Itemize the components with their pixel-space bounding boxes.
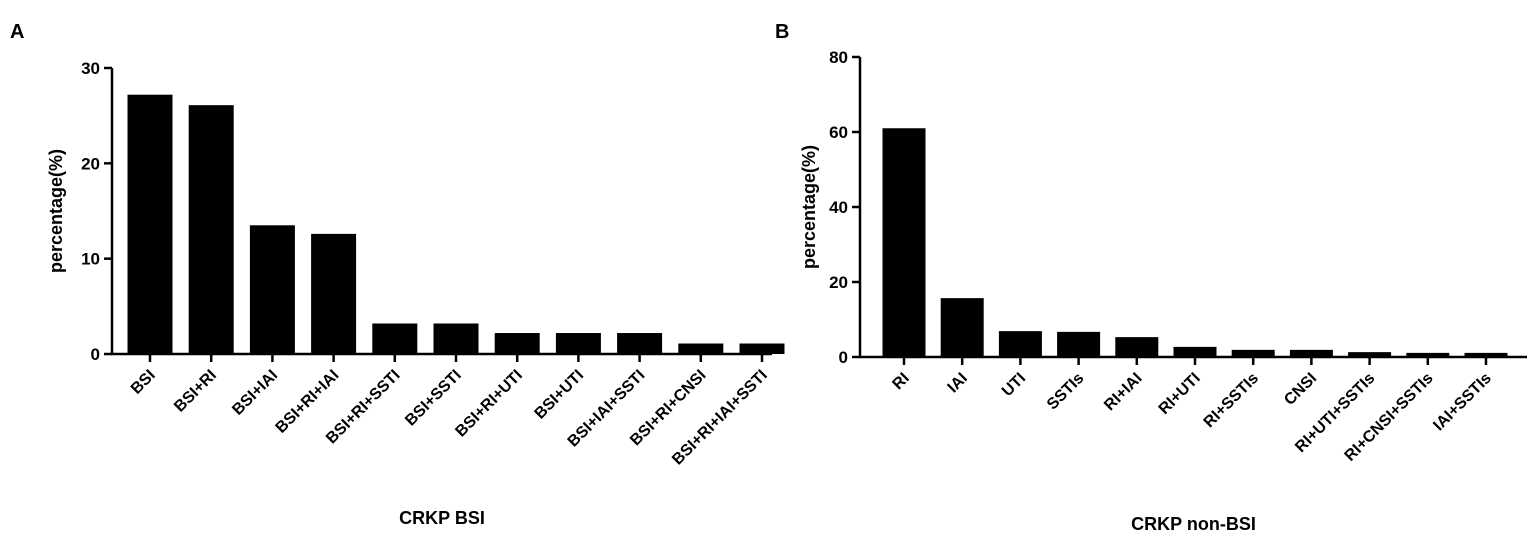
panel-label: B: [775, 21, 789, 43]
bar: [1289, 349, 1333, 357]
x-axis-title: CRKP non-BSI: [1131, 514, 1256, 534]
bar: [127, 94, 173, 355]
bar: [311, 233, 357, 354]
bar: [1115, 337, 1159, 357]
bar: [617, 333, 663, 354]
x-tick-label: RI+SSTIs: [1201, 370, 1262, 431]
y-tick-label: 60: [829, 123, 848, 142]
y-tick-label: 0: [839, 348, 848, 367]
x-tick-label: BSI+IAI: [229, 367, 281, 419]
y-tick-label: 0: [91, 345, 100, 364]
x-tick-label: IAI: [945, 370, 971, 396]
x-tick-label: BSI+RI: [171, 367, 220, 416]
bar: [1464, 352, 1508, 357]
x-tick-label: RI: [889, 370, 912, 393]
bar: [1406, 352, 1450, 357]
x-axis-title: CRKP BSI: [399, 508, 485, 528]
bar: [1173, 346, 1217, 357]
x-tick-label: IAI+SSTIs: [1430, 370, 1495, 435]
x-tick-label: CNSI: [1281, 370, 1320, 409]
y-axis-title: percentage(%): [46, 149, 66, 273]
x-tick-label: SSTIs: [1044, 370, 1088, 414]
bar: [372, 323, 418, 354]
x-tick-label: RI+UTI: [1156, 370, 1204, 418]
bar: [998, 331, 1042, 357]
y-tick-label: 10: [81, 250, 100, 269]
x-tick-label: BSI+UTI: [532, 367, 588, 423]
y-tick-label: 80: [829, 48, 848, 67]
bar: [249, 225, 295, 354]
x-tick-label: BSI+SSTI: [402, 367, 465, 430]
bar: [1057, 331, 1101, 357]
bar: [555, 333, 601, 354]
y-tick-label: 40: [829, 198, 848, 217]
bar: [188, 105, 234, 355]
y-tick-label: 20: [829, 273, 848, 292]
bar: [940, 298, 984, 357]
y-tick-label: 30: [81, 59, 100, 78]
y-axis-title: percentage(%): [799, 145, 819, 269]
bar: [1231, 349, 1275, 357]
x-tick-label: UTI: [999, 370, 1029, 400]
x-tick-label: RI+IAI: [1101, 370, 1145, 414]
bar: [678, 343, 724, 354]
bar: [1348, 352, 1392, 357]
bar: [433, 323, 479, 354]
y-tick-label: 20: [81, 154, 100, 173]
bar: [882, 128, 926, 357]
x-tick-label: BSI: [128, 367, 159, 398]
bar: [739, 343, 785, 354]
bar: [494, 333, 540, 354]
panel-label: A: [10, 21, 24, 43]
